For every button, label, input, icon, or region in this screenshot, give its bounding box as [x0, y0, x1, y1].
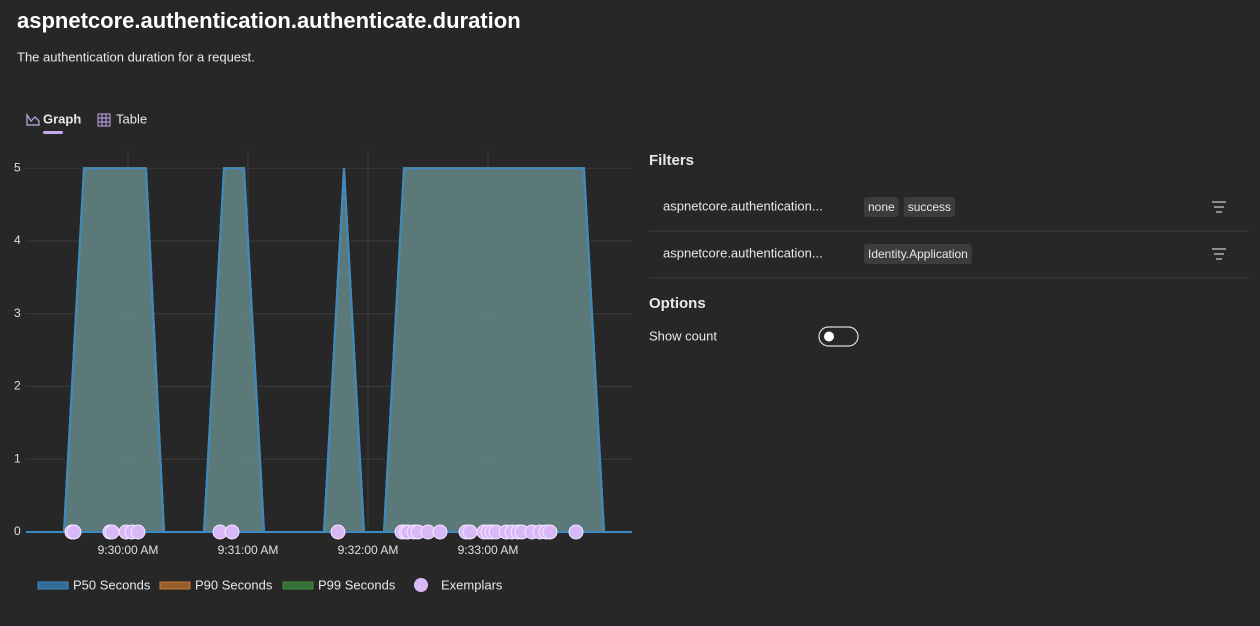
exemplar[interactable]	[104, 524, 120, 540]
x-tick-label: 9:30:00 AM	[98, 543, 159, 557]
toggle-track	[818, 326, 859, 347]
legend-swatch	[282, 581, 314, 590]
tab-label: Table	[116, 111, 147, 126]
legend-label: Exemplars	[441, 577, 503, 592]
graph-tab[interactable]: Graph	[26, 111, 81, 134]
legend-label: P99 Seconds	[318, 577, 396, 592]
y-tick-label: 5	[14, 160, 21, 174]
x-tick-label: 9:31:00 AM	[218, 543, 279, 557]
subtitle: The authentication duration for a reques…	[17, 49, 255, 64]
show-count-toggle[interactable]	[818, 326, 859, 347]
option-label: Show count	[649, 328, 717, 343]
exemplar[interactable]	[432, 524, 448, 540]
filter-tag: Identity.Application	[868, 247, 968, 261]
y-tick-label: 1	[14, 451, 21, 465]
filters: aspnetcore.authentication... none success a…	[649, 197, 1249, 279]
exemplar[interactable]	[130, 524, 146, 540]
legend-swatch	[37, 581, 69, 590]
x-tick-label: 9:32:00 AM	[338, 543, 399, 557]
filter-tag: none	[868, 200, 895, 214]
table-icon	[97, 113, 111, 127]
legend-swatch	[159, 581, 191, 590]
graph-icon	[26, 113, 40, 126]
filter-icon[interactable]	[1212, 248, 1226, 260]
exemplar[interactable]	[66, 524, 82, 540]
tag-background	[864, 244, 972, 264]
y-tick-label: 3	[14, 306, 21, 320]
y-tick-label: 4	[14, 233, 21, 247]
table-tab[interactable]: Table	[97, 111, 147, 127]
page-title: aspnetcore.authentication.authenticate.d…	[17, 8, 521, 33]
chart: 0 1 2 3 4 5 9:30:00 AM 9:31:00 AM 9:32:00 AM 9:33…	[14, 150, 632, 592]
filter-name: aspnetcore.authentication...	[663, 245, 823, 260]
exemplar[interactable]	[568, 524, 584, 540]
filter-icon[interactable]	[1212, 201, 1226, 213]
filters-title: Filters	[649, 152, 694, 169]
tab-label: Graph	[43, 111, 81, 126]
y-tick-label: 0	[14, 524, 21, 538]
legend-label: P50 Seconds	[73, 577, 151, 592]
tag-background	[864, 197, 899, 217]
tag-background	[903, 197, 956, 217]
exemplar[interactable]	[542, 524, 558, 540]
options-title: Options	[649, 295, 706, 312]
tab-underline	[43, 131, 63, 134]
exemplar[interactable]	[224, 524, 240, 540]
area	[26, 167, 632, 533]
toggle-knob	[824, 331, 834, 342]
legend-swatch	[414, 578, 428, 592]
exemplar[interactable]	[462, 524, 478, 540]
x-tick-label: 9:33:00 AM	[458, 543, 519, 557]
legend-label: P90 Seconds	[195, 577, 273, 592]
exemplar[interactable]	[330, 524, 346, 540]
filter-name: aspnetcore.authentication...	[663, 198, 823, 213]
y-tick-label: 2	[14, 379, 21, 393]
filter-tag: success	[908, 200, 951, 214]
